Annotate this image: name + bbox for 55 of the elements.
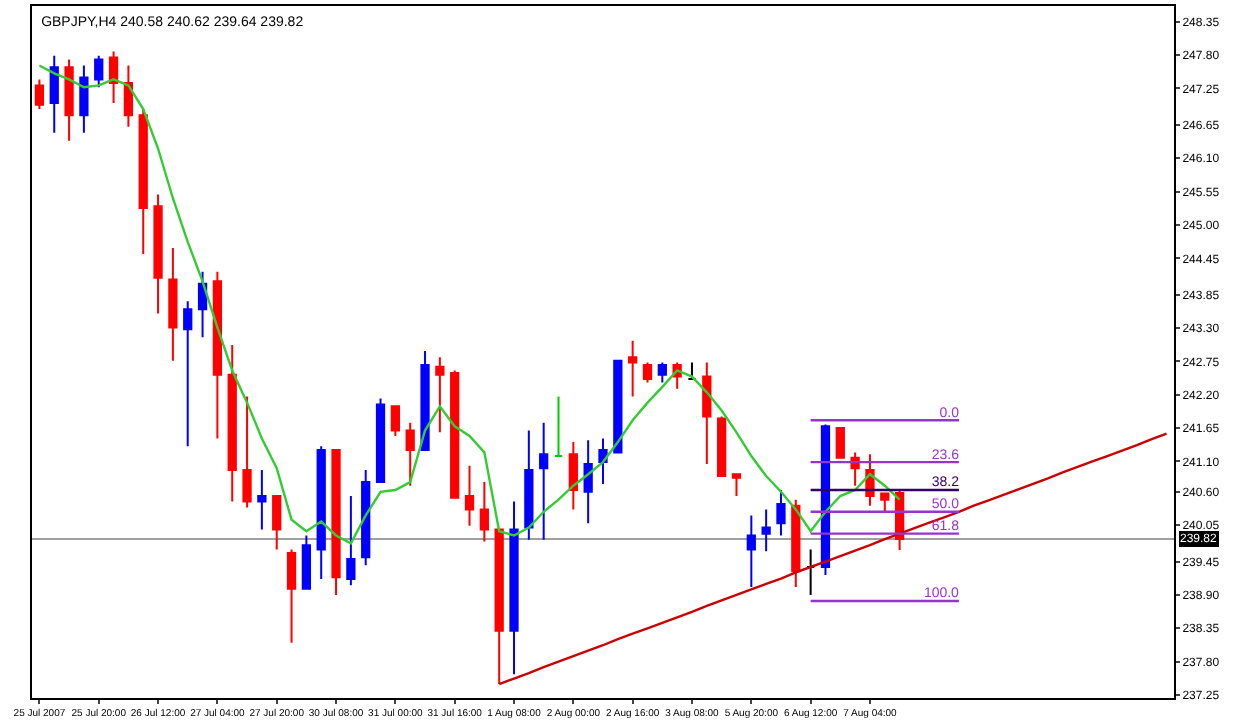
candlestick bbox=[64, 58, 74, 142]
line-series bbox=[38, 64, 901, 545]
candlestick bbox=[286, 548, 297, 644]
candlestick bbox=[494, 528, 504, 686]
candlestick bbox=[568, 441, 578, 511]
candlestick bbox=[405, 421, 415, 487]
candlestick bbox=[435, 356, 445, 434]
candlestick bbox=[197, 270, 208, 339]
candlestick bbox=[301, 534, 312, 590]
candlestick bbox=[316, 445, 326, 581]
candlestick bbox=[553, 395, 564, 458]
candlestick bbox=[628, 339, 638, 398]
candlestick bbox=[346, 495, 356, 587]
candlestick bbox=[880, 492, 890, 513]
candlestick bbox=[642, 361, 653, 384]
candlestick bbox=[257, 468, 267, 531]
candlestick bbox=[227, 344, 237, 503]
candlestick bbox=[108, 50, 119, 105]
candlestick bbox=[79, 64, 89, 134]
candlestick bbox=[539, 421, 549, 541]
candlestick bbox=[94, 54, 104, 89]
candlestick bbox=[183, 300, 193, 448]
candlestick bbox=[450, 369, 460, 499]
candlestick bbox=[687, 361, 697, 380]
candlestick bbox=[168, 246, 178, 362]
candlestick bbox=[272, 495, 282, 551]
line-series bbox=[497, 432, 1168, 686]
candlestick bbox=[524, 429, 534, 541]
candlestick bbox=[657, 361, 667, 384]
candlestick bbox=[34, 78, 45, 111]
candlestick bbox=[420, 350, 430, 451]
candlestick bbox=[702, 361, 712, 465]
candlestick bbox=[375, 397, 386, 484]
candlestick bbox=[153, 193, 163, 315]
candlestick bbox=[761, 508, 771, 553]
candlestick bbox=[717, 415, 727, 478]
candlestick bbox=[138, 108, 148, 256]
candlestick bbox=[613, 359, 623, 454]
candlestick bbox=[746, 514, 756, 589]
candlestick bbox=[390, 405, 400, 437]
candlestick bbox=[361, 468, 371, 567]
candlestick bbox=[583, 439, 593, 525]
candlestick bbox=[791, 498, 801, 589]
candlestick bbox=[835, 427, 845, 459]
candlestick bbox=[49, 54, 59, 134]
candlestick bbox=[212, 270, 223, 440]
candlestick bbox=[242, 395, 252, 509]
candlestick bbox=[123, 64, 134, 128]
candlestick bbox=[598, 437, 608, 485]
candlestick bbox=[776, 488, 786, 537]
candlestick bbox=[464, 464, 475, 527]
candlestick bbox=[509, 500, 519, 676]
candlestick bbox=[731, 473, 742, 498]
candlestick bbox=[479, 481, 489, 543]
candlestick bbox=[331, 448, 341, 596]
